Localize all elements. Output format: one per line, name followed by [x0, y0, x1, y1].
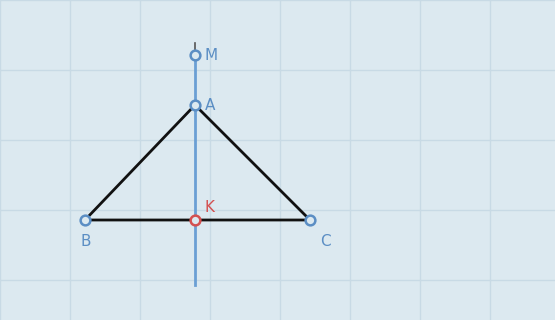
Text: C: C [320, 234, 331, 249]
Text: M: M [205, 47, 218, 62]
Text: A: A [205, 98, 215, 113]
Text: B: B [81, 234, 92, 249]
Text: K: K [205, 201, 215, 215]
